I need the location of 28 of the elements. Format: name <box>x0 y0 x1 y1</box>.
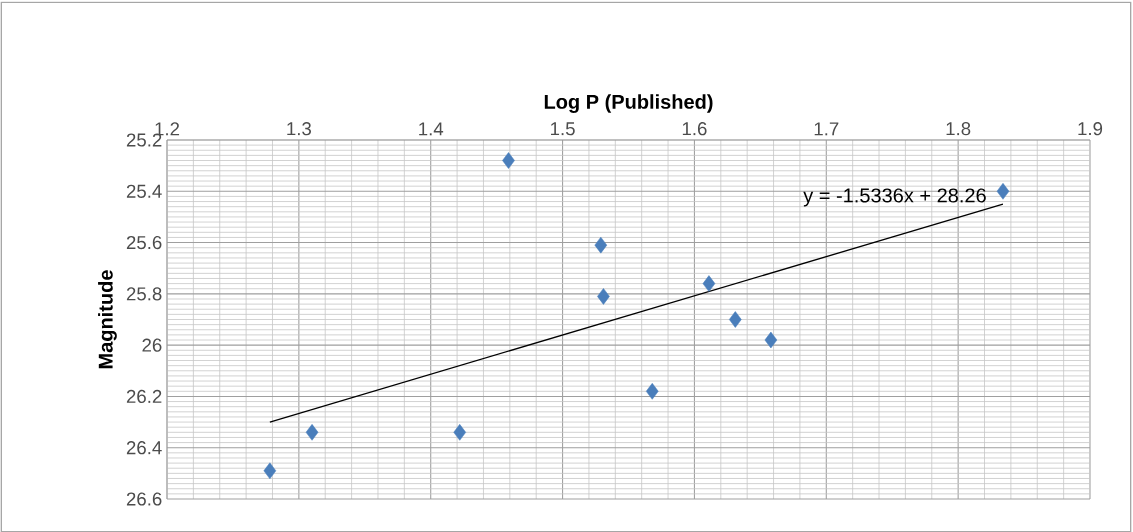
y-tick-label: 26.2 <box>126 389 162 403</box>
x-tick-label: 1.6 <box>682 121 707 136</box>
x-axis-title: Log P (Published) <box>544 94 713 113</box>
y-tick-label: 25.8 <box>126 287 162 301</box>
x-tick-label: 1.4 <box>419 122 444 136</box>
point <box>305 423 319 441</box>
y-tick-label: 26 <box>142 338 162 352</box>
point <box>702 275 716 292</box>
x-tick-label: 1.8 <box>946 121 971 136</box>
y-tick-label: 26.6 <box>126 492 162 506</box>
y-tick-label: 25.6 <box>126 235 162 250</box>
x-tick-label: 1.5 <box>551 122 575 136</box>
x-tick-label: 1.7 <box>814 122 839 136</box>
point <box>502 152 515 169</box>
point <box>594 236 608 254</box>
point <box>453 423 466 441</box>
point <box>729 311 742 328</box>
x-tick-label: 1.3 <box>287 121 312 136</box>
point <box>996 182 1010 200</box>
point <box>645 382 659 400</box>
point <box>764 331 778 349</box>
y-tick-label: 25.4 <box>126 184 162 198</box>
point <box>597 288 610 305</box>
annotation: y = -1.5336x + 28.26 <box>803 188 986 207</box>
y-axis-title: Magnitude <box>98 270 117 368</box>
point <box>263 462 277 479</box>
y-tick-label: 26.4 <box>126 440 162 455</box>
x-tick-label: 1.9 <box>1078 121 1103 136</box>
